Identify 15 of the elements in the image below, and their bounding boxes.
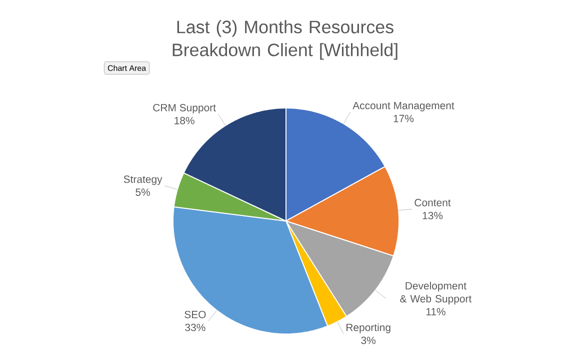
data-label: 11% bbox=[426, 308, 446, 316]
slice-label: Account Management bbox=[352, 102, 454, 112]
slice-label: Strategy bbox=[124, 175, 162, 185]
data-label: 5% bbox=[136, 188, 150, 196]
data-label: 18% bbox=[174, 116, 194, 124]
data-label: 17% bbox=[394, 114, 414, 122]
slice-label: Reporting bbox=[346, 323, 390, 334]
chart-title: Last (3) Months Resources Breakdown Client [Withheld] bbox=[172, 20, 398, 60]
slice-label: SEO bbox=[184, 310, 206, 318]
slice-label: Content bbox=[414, 198, 451, 206]
data-label: 33% bbox=[185, 324, 206, 332]
data-label: 13% bbox=[422, 212, 443, 220]
slice-label: CRM Support bbox=[153, 104, 216, 114]
data-label: 3% bbox=[361, 336, 376, 344]
slice-label: Development & Web Support bbox=[400, 282, 472, 304]
